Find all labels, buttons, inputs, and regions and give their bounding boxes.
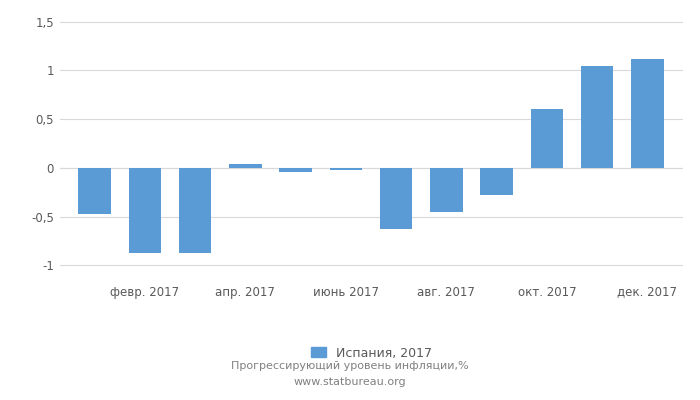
Legend: Испания, 2017: Испания, 2017 <box>311 346 431 360</box>
Bar <box>330 168 362 170</box>
Bar <box>229 164 262 168</box>
Bar <box>480 168 513 195</box>
Text: www.statbureau.org: www.statbureau.org <box>294 377 406 387</box>
Bar <box>581 66 613 168</box>
Bar <box>129 168 161 253</box>
Bar <box>78 168 111 214</box>
Bar <box>430 168 463 212</box>
Bar <box>531 110 564 168</box>
Bar <box>279 168 312 172</box>
Bar <box>380 168 412 229</box>
Bar <box>631 59 664 168</box>
Bar <box>178 168 211 253</box>
Text: Прогрессирующий уровень инфляции,%: Прогрессирующий уровень инфляции,% <box>231 361 469 371</box>
